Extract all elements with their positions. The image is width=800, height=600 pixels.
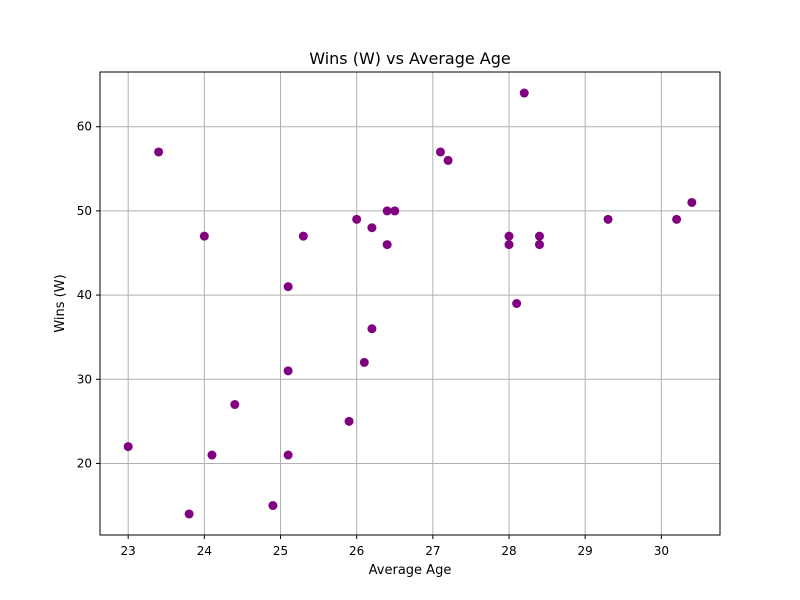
data-point xyxy=(504,231,514,241)
y-tick-label: 60 xyxy=(77,120,92,134)
data-point xyxy=(382,240,392,250)
x-tick-label: 28 xyxy=(501,544,516,558)
data-point xyxy=(512,299,522,308)
data-point xyxy=(268,501,278,511)
y-axis-label: Wins (W) xyxy=(53,274,68,332)
data-point xyxy=(382,206,392,216)
data-point xyxy=(283,282,293,292)
x-tick-label: 30 xyxy=(654,544,669,558)
axis-ticks: 23 24 25 26 27 28 29 30 20 30 40 50 60 xyxy=(77,120,669,558)
x-tick-label: 27 xyxy=(425,544,440,558)
data-point xyxy=(283,366,293,376)
data-point xyxy=(184,509,194,519)
x-tick-label: 25 xyxy=(273,544,288,558)
chart-title: Wins (W) vs Average Age xyxy=(309,49,511,68)
data-point xyxy=(603,214,613,224)
x-tick-label: 26 xyxy=(349,544,364,558)
x-tick-label: 23 xyxy=(121,544,136,558)
data-point xyxy=(298,231,308,241)
data-point xyxy=(230,400,240,410)
data-point xyxy=(199,231,209,241)
data-point xyxy=(154,147,164,157)
data-points xyxy=(123,88,697,519)
x-axis-label: Average Age xyxy=(369,563,452,578)
data-point xyxy=(687,197,697,207)
data-point xyxy=(352,214,362,224)
data-point xyxy=(534,240,544,250)
data-point xyxy=(435,147,445,157)
data-point xyxy=(534,231,544,241)
x-tick-label: 29 xyxy=(578,544,593,558)
data-point xyxy=(283,450,293,460)
y-tick-label: 30 xyxy=(77,372,92,386)
data-point xyxy=(367,223,377,233)
data-point xyxy=(672,214,682,224)
y-tick-label: 50 xyxy=(77,204,92,218)
data-point xyxy=(367,324,377,334)
data-point xyxy=(390,206,400,216)
data-point xyxy=(359,357,369,367)
y-tick-label: 40 xyxy=(77,288,92,302)
y-tick-label: 20 xyxy=(77,456,92,470)
data-point xyxy=(504,240,514,250)
plot-frame xyxy=(99,71,721,536)
data-point xyxy=(344,416,354,426)
data-point xyxy=(123,442,133,452)
data-point xyxy=(443,155,453,165)
grid-lines xyxy=(100,72,720,535)
data-point xyxy=(207,450,217,460)
data-point xyxy=(519,88,529,98)
x-tick-label: 24 xyxy=(197,544,212,558)
